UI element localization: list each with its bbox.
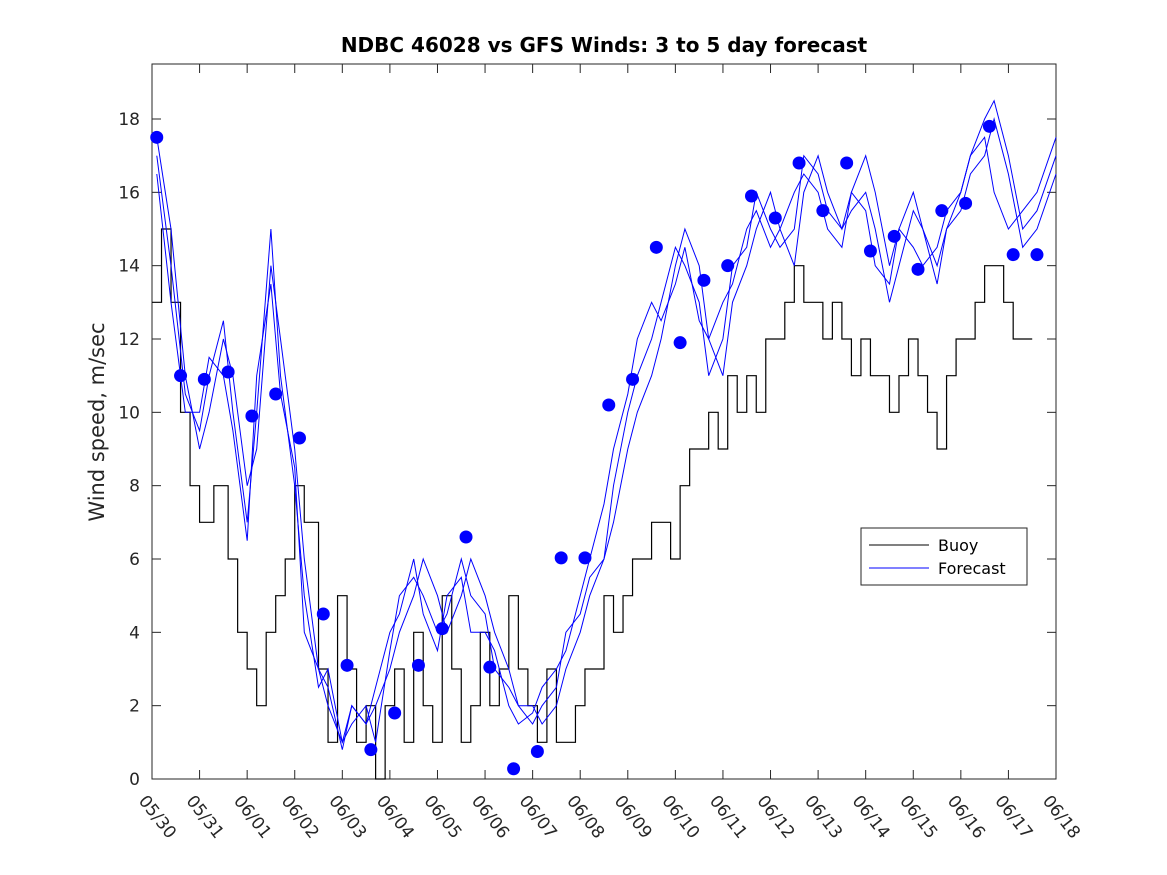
forecast-marker (245, 409, 259, 423)
y-tick-label: 12 (118, 330, 140, 350)
forecast-marker (673, 336, 687, 350)
y-axis-label: Wind speed, m/sec (85, 322, 109, 521)
forecast-marker (174, 369, 188, 383)
forecast-marker (626, 372, 640, 386)
forecast-marker (982, 119, 996, 133)
y-tick-label: 0 (129, 770, 140, 790)
forecast-marker (935, 204, 949, 218)
legend: Buoy Forecast (860, 527, 1028, 586)
forecast-marker (411, 658, 425, 672)
y-tick-label: 6 (129, 550, 140, 570)
forecast-marker (744, 189, 758, 203)
forecast-marker (578, 551, 592, 565)
forecast-marker (697, 273, 711, 287)
forecast-marker (507, 762, 521, 776)
forecast-marker (602, 398, 616, 412)
forecast-marker (649, 240, 663, 254)
forecast-marker (840, 156, 854, 170)
forecast-marker (197, 372, 211, 386)
forecast-marker (530, 745, 544, 758)
legend-buoy-label: Buoy (938, 536, 978, 555)
forecast-marker (459, 530, 473, 544)
forecast-marker (1030, 248, 1044, 262)
forecast-marker (1006, 248, 1020, 262)
y-tick-label: 18 (118, 110, 140, 130)
forecast-marker (792, 156, 806, 170)
forecast-marker (364, 743, 378, 757)
y-tick-label: 10 (118, 403, 140, 423)
y-tick-label: 14 (118, 257, 140, 277)
y-tick-label: 2 (129, 697, 140, 717)
forecast-marker (911, 262, 925, 276)
forecast-marker (150, 130, 164, 144)
y-tick-label: 16 (118, 183, 140, 203)
forecast-marker (292, 431, 306, 445)
legend-box (860, 527, 1028, 586)
chart-title: NDBC 46028 vs GFS Winds: 3 to 5 day fore… (341, 33, 868, 57)
forecast-marker (483, 660, 497, 674)
y-tick-label: 4 (129, 623, 140, 643)
forecast-marker (269, 387, 283, 401)
y-axis: 0 2 4 6 8 10 12 14 16 18 (118, 110, 1056, 790)
forecast-marker (721, 259, 735, 273)
forecast-marker (435, 622, 449, 636)
forecast-line-3 (156, 136, 1057, 750)
forecast-marker (816, 204, 830, 218)
forecast-marker (887, 229, 901, 243)
legend-forecast-label: Forecast (938, 559, 1006, 578)
forecast-marker (768, 211, 782, 225)
plot-area-frame (151, 63, 1057, 780)
y-tick-label: 8 (129, 477, 140, 497)
forecast-marker (554, 551, 568, 565)
forecast-marker (959, 196, 973, 210)
forecast-marker (388, 706, 402, 720)
forecast-marker (340, 658, 354, 672)
forecast-marker (221, 365, 235, 379)
forecast-marker (316, 607, 330, 621)
forecast-line-2 (156, 117, 1057, 744)
forecast-marker (863, 244, 877, 258)
forecast-marker-layer (150, 119, 1044, 776)
